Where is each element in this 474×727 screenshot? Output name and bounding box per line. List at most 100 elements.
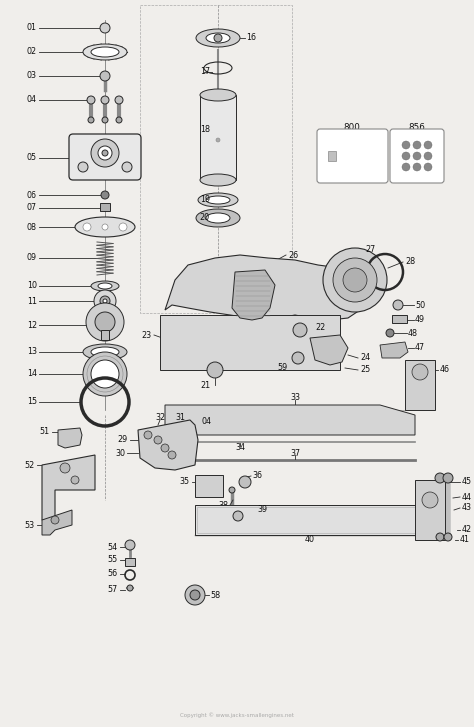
Text: 29: 29 (118, 435, 128, 444)
Circle shape (422, 492, 438, 508)
Text: 58: 58 (210, 590, 220, 600)
Circle shape (88, 117, 94, 123)
Ellipse shape (91, 347, 119, 357)
Text: 21: 21 (200, 380, 210, 390)
Ellipse shape (91, 47, 119, 57)
Circle shape (71, 476, 79, 484)
Bar (195, 505, 423, 535)
Circle shape (100, 23, 110, 33)
Text: 57: 57 (108, 585, 118, 595)
Text: 55: 55 (108, 555, 118, 564)
Circle shape (100, 296, 110, 306)
Text: 56: 56 (108, 569, 118, 579)
Circle shape (86, 303, 124, 341)
Text: 34: 34 (235, 443, 245, 452)
Circle shape (424, 152, 432, 160)
Circle shape (115, 96, 123, 104)
FancyBboxPatch shape (317, 129, 388, 183)
Text: 20: 20 (200, 214, 210, 222)
Bar (197, 507, 421, 533)
Text: 33: 33 (290, 393, 300, 403)
Ellipse shape (198, 193, 238, 207)
Ellipse shape (206, 213, 230, 223)
Text: 17: 17 (200, 68, 210, 76)
Text: 15: 15 (27, 398, 37, 406)
Circle shape (125, 540, 135, 550)
Circle shape (229, 487, 235, 493)
Text: 800: 800 (344, 123, 360, 132)
Circle shape (144, 431, 152, 439)
Text: 16: 16 (246, 33, 256, 42)
Text: 05: 05 (27, 153, 37, 163)
Circle shape (444, 533, 452, 541)
Circle shape (216, 138, 220, 142)
Circle shape (413, 141, 421, 149)
Polygon shape (415, 480, 445, 540)
Text: 19: 19 (200, 196, 210, 204)
Text: 12: 12 (27, 321, 37, 329)
Text: 46: 46 (440, 366, 450, 374)
Polygon shape (310, 335, 348, 365)
Circle shape (95, 312, 115, 332)
Circle shape (122, 162, 132, 172)
Circle shape (101, 96, 109, 104)
Circle shape (386, 329, 394, 337)
Ellipse shape (75, 217, 135, 237)
Polygon shape (138, 420, 198, 470)
Circle shape (101, 191, 109, 199)
Bar (200, 95, 236, 180)
Circle shape (51, 516, 59, 524)
Text: 25: 25 (360, 366, 370, 374)
Bar (101, 330, 109, 340)
Text: 28: 28 (405, 257, 415, 267)
Circle shape (102, 224, 108, 230)
Text: 49: 49 (415, 316, 425, 324)
Polygon shape (232, 270, 275, 320)
Circle shape (233, 511, 243, 521)
Text: 14: 14 (27, 369, 37, 379)
Circle shape (78, 162, 88, 172)
Text: 856: 856 (409, 123, 425, 132)
Ellipse shape (200, 174, 236, 186)
Polygon shape (165, 405, 415, 435)
Circle shape (207, 362, 223, 378)
Text: 13: 13 (27, 348, 37, 356)
Text: 35: 35 (180, 478, 190, 486)
Circle shape (412, 364, 428, 380)
Text: 26: 26 (288, 251, 298, 260)
Text: 24: 24 (360, 353, 370, 363)
Text: 51: 51 (40, 427, 50, 436)
Text: 59: 59 (278, 364, 288, 372)
Text: 03: 03 (27, 71, 37, 81)
Bar (405, 360, 435, 410)
Circle shape (293, 323, 307, 337)
Ellipse shape (206, 196, 230, 204)
Text: 01: 01 (27, 23, 37, 33)
Text: 10: 10 (27, 281, 37, 291)
Circle shape (168, 451, 176, 459)
Text: 04: 04 (27, 95, 37, 105)
Polygon shape (165, 255, 368, 320)
Text: 02: 02 (27, 47, 37, 57)
Circle shape (91, 360, 119, 388)
Text: 45: 45 (462, 478, 472, 486)
Text: 41: 41 (460, 536, 470, 545)
Circle shape (239, 476, 251, 488)
Ellipse shape (91, 281, 119, 291)
Circle shape (60, 463, 70, 473)
Text: 44: 44 (462, 492, 472, 502)
Circle shape (190, 590, 200, 600)
Circle shape (102, 117, 108, 123)
Text: 40: 40 (305, 536, 315, 545)
Text: Copyright © www.jacks-smallengines.net: Copyright © www.jacks-smallengines.net (180, 712, 294, 718)
Circle shape (436, 533, 444, 541)
Text: 47: 47 (415, 343, 425, 353)
Ellipse shape (83, 44, 127, 60)
Text: 22: 22 (315, 324, 325, 332)
Text: 23: 23 (142, 331, 152, 340)
Ellipse shape (200, 89, 236, 101)
Circle shape (94, 290, 116, 312)
Text: 04: 04 (202, 417, 212, 427)
Text: 42: 42 (462, 526, 472, 534)
Circle shape (161, 444, 169, 452)
